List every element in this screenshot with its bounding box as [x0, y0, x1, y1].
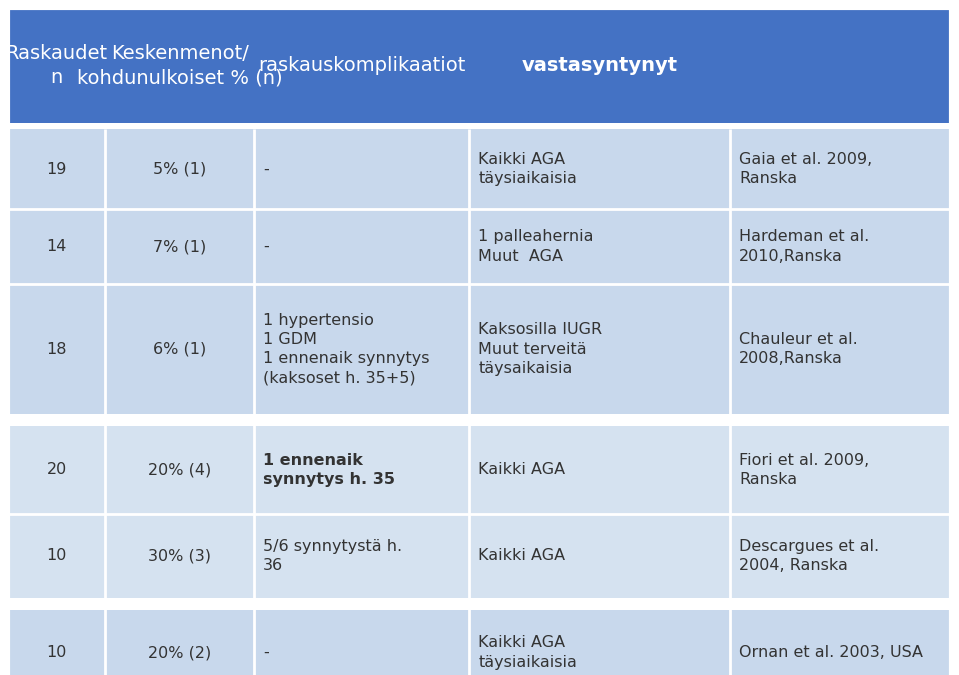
Text: Hardeman et al.
2010,Ranska: Hardeman et al. 2010,Ranska: [739, 230, 870, 264]
Text: 5/6 synnytystä h.
36: 5/6 synnytystä h. 36: [263, 539, 402, 573]
Text: 1 hypertensio
1 GDM
1 ennenaik synnytys
(kaksoset h. 35+5): 1 hypertensio 1 GDM 1 ennenaik synnytys …: [263, 313, 430, 385]
Text: Descargues et al.
2004, Ranska: Descargues et al. 2004, Ranska: [739, 539, 879, 573]
Text: vastasyntynyt: vastasyntynyt: [522, 56, 678, 75]
Bar: [8, 284, 951, 414]
Bar: [8, 8, 951, 123]
Text: 20% (2): 20% (2): [148, 645, 211, 660]
Bar: [8, 426, 951, 514]
Text: Kaikki AGA
täysiaikaisia: Kaikki AGA täysiaikaisia: [479, 152, 577, 186]
Bar: [8, 209, 951, 284]
Text: Gaia et al. 2009,
Ranska: Gaia et al. 2009, Ranska: [739, 152, 873, 186]
Text: 1 palleahernia
Muut  AGA: 1 palleahernia Muut AGA: [479, 230, 594, 264]
Text: Fiori et al. 2009,
Ranska: Fiori et al. 2009, Ranska: [739, 453, 870, 487]
Text: Kaikki AGA: Kaikki AGA: [479, 462, 565, 477]
Text: 30% (3): 30% (3): [148, 549, 211, 564]
Text: -: -: [263, 645, 269, 660]
Text: Raskaudet
n: Raskaudet n: [6, 44, 107, 87]
Text: Keskenmenot/
kohdunulkoiset % (n): Keskenmenot/ kohdunulkoiset % (n): [77, 44, 283, 87]
Text: Chauleur et al.
2008,Ranska: Chauleur et al. 2008,Ranska: [739, 332, 858, 366]
Bar: [8, 129, 951, 209]
Text: 19: 19: [46, 161, 67, 176]
Text: 6% (1): 6% (1): [153, 342, 206, 356]
Text: 7% (1): 7% (1): [153, 239, 206, 254]
Text: 18: 18: [46, 342, 67, 356]
Text: 10: 10: [46, 645, 67, 660]
Text: Kaikki AGA: Kaikki AGA: [479, 549, 565, 564]
Text: -: -: [263, 239, 269, 254]
Text: 20: 20: [46, 462, 67, 477]
Text: Kaksosilla IUGR
Muut terveitä
täysaikaisia: Kaksosilla IUGR Muut terveitä täysaikais…: [479, 322, 602, 376]
Text: 5% (1): 5% (1): [153, 161, 206, 176]
Text: 10: 10: [46, 549, 67, 564]
Text: -: -: [263, 161, 269, 176]
Text: 14: 14: [46, 239, 67, 254]
Bar: [8, 610, 951, 675]
Text: Ornan et al. 2003, USA: Ornan et al. 2003, USA: [739, 645, 924, 660]
Bar: [8, 514, 951, 598]
Text: 20% (4): 20% (4): [148, 462, 211, 477]
Text: 1 ennenaik
synnytys h. 35: 1 ennenaik synnytys h. 35: [263, 453, 395, 487]
Text: Kaikki AGA
täysiaikaisia: Kaikki AGA täysiaikaisia: [479, 635, 577, 670]
Text: raskauskomplikaatiot: raskauskomplikaatiot: [258, 56, 465, 75]
